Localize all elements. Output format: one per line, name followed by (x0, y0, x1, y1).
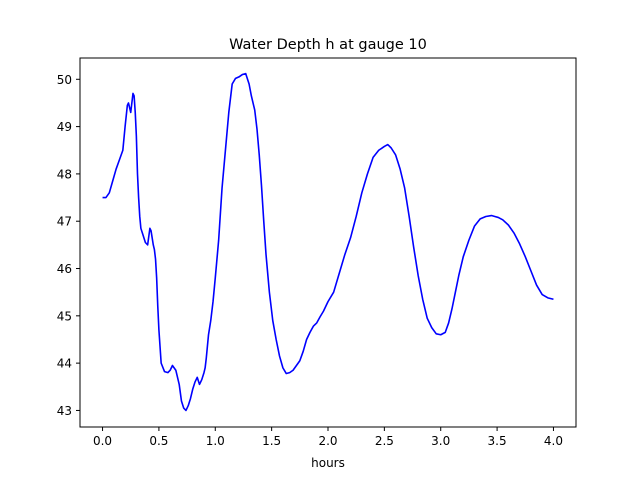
y-tick-label: 46 (57, 262, 72, 276)
x-tick-label: 0.5 (149, 434, 168, 448)
y-tick-label: 43 (57, 404, 72, 418)
x-tick-label: 1.5 (262, 434, 281, 448)
y-tick-label: 45 (57, 309, 72, 323)
y-tick-label: 47 (57, 215, 72, 229)
y-tick-label: 48 (57, 167, 72, 181)
x-tick-label: 3.0 (431, 434, 450, 448)
plot-content (102, 72, 554, 412)
x-tick-label: 2.5 (375, 434, 394, 448)
x-tick-label: 0.0 (93, 434, 112, 448)
y-tick-label: 44 (57, 357, 72, 371)
chart-title: Water Depth h at gauge 10 (229, 37, 427, 53)
plot-frame (79, 57, 577, 428)
x-axis: 0.0 0.5 1.0 1.5 2.0 2.5 3.0 3.5 4.0 (93, 427, 563, 448)
x-tick-label: 3.5 (488, 434, 507, 448)
y-tick-label: 49 (57, 120, 72, 134)
series-line (102, 72, 554, 412)
x-tick-label: 1.0 (206, 434, 225, 448)
x-axis-label: hours (311, 456, 345, 470)
y-tick-label: 50 (57, 73, 72, 87)
y-axis: 43 44 45 46 47 48 49 50 (57, 73, 80, 418)
x-tick-label: 2.0 (318, 434, 337, 448)
x-tick-label: 4.0 (544, 434, 563, 448)
